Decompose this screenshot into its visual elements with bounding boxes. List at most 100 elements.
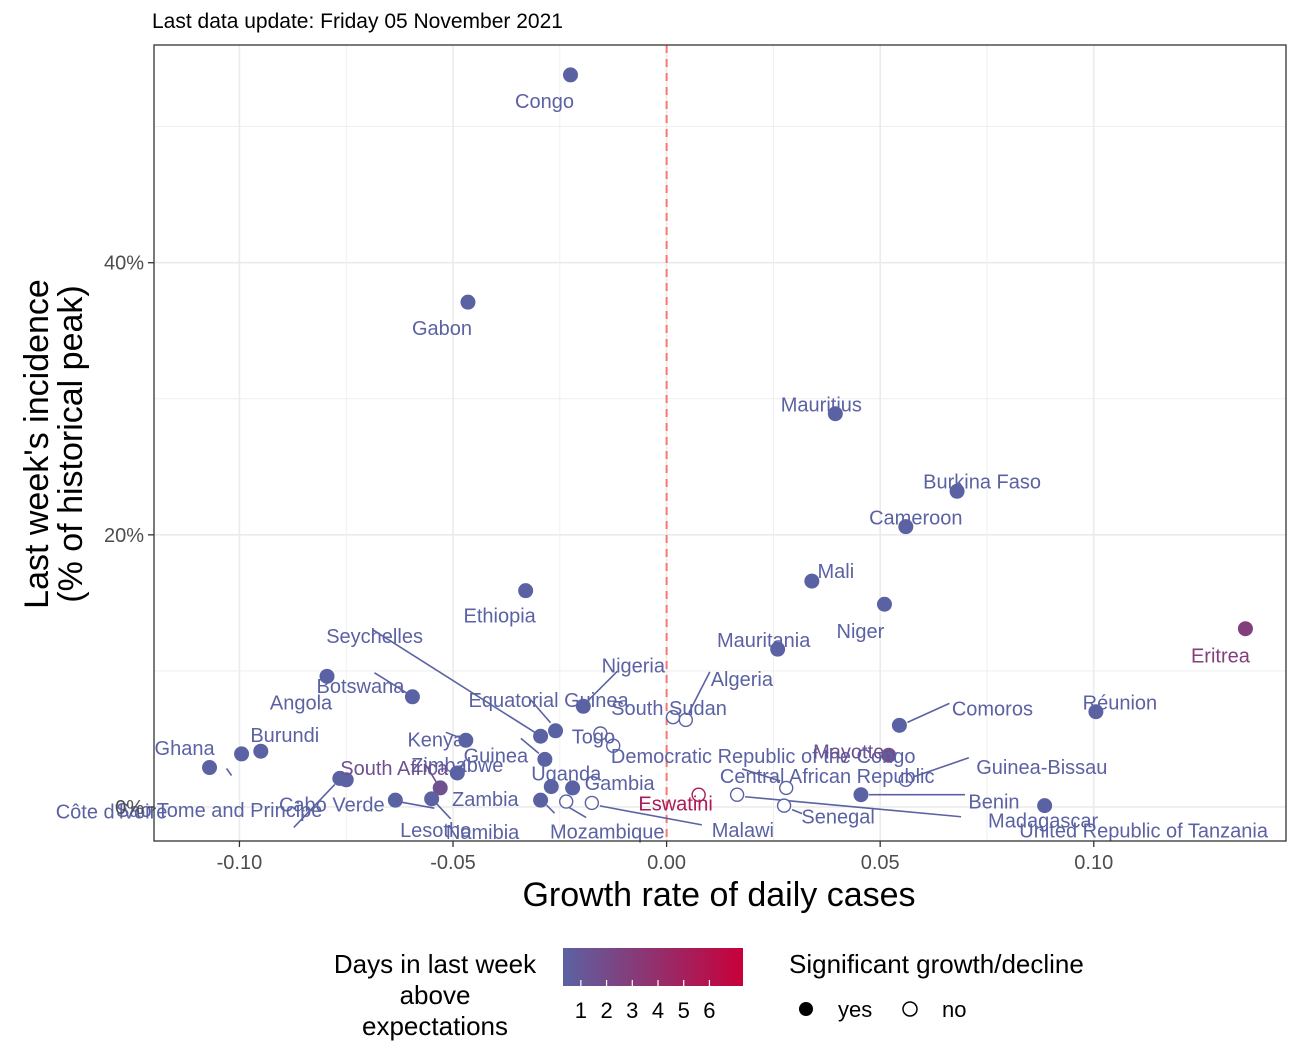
leader-c-te-d-ivoire [225,768,233,776]
label-leader-lines [225,629,970,828]
x-tick-label: 0.10 [1074,852,1113,874]
label-south-sudan: South Sudan [611,698,727,720]
point-uganda [543,779,559,795]
leader-seychelles [373,629,536,733]
color-legend-title-line3: expectations [362,1011,508,1041]
point-democratic-republic-of-the-congo [606,738,621,753]
leader-nigeria [586,670,618,702]
point-zambia [387,792,403,808]
point-lesotho [424,791,440,807]
point-botswana [404,689,420,705]
point-burundi [253,743,269,759]
legend-open-circle-icon [902,1001,918,1017]
label-mayotte: Mayotte [813,741,884,763]
label-mozambique: Mozambique [550,822,665,844]
x-axis-title: Growth rate of daily cases [522,876,915,914]
label-kenya: Kenya [407,729,465,751]
point-comoros [891,717,907,733]
point-guinea [537,751,553,767]
shape-legend-title: Significant growth/decline [789,949,1084,979]
plot-panel-border [153,44,1287,842]
label-uganda: Uganda [531,764,602,786]
leader-malawi [599,805,702,826]
point-madagascar [729,787,745,802]
point-kenya [458,732,474,748]
leader-comoros [907,702,950,724]
x-axis-ticks: -0.10 -0.05 0.00 0.05 0.10 [217,841,1113,874]
point-c-te-d-ivoire [202,760,218,776]
label-angola: Angola [270,692,333,714]
label-nigeria: Nigeria [602,655,666,677]
label-gambia: Gambia [585,773,656,795]
label-equatorial-guinea: Equatorial Guinea [468,690,629,712]
point-niger [876,596,892,612]
label-burkina-faso: Burkina Faso [923,471,1041,493]
color-legend-label: 3 [626,998,638,1023]
leader-cabo-verde [293,783,336,828]
label-namibia: Namibia [446,822,520,844]
label-cameroon: Cameroon [869,508,962,530]
point-burkina-faso [949,483,965,499]
data-points [202,67,1253,814]
label-mauritius: Mauritius [781,395,862,417]
point-equatorial-guinea [548,723,564,739]
x-tick-label: -0.05 [430,852,476,874]
label-lesotho: Lesotho [400,820,471,842]
point-zimbabwe [449,765,465,781]
leader-botswana [374,672,407,694]
legend-yes-label: yes [838,997,872,1022]
point-labels: Congo Gabon Mauritius Burkina Faso Cameroon M… [56,91,1269,844]
point-senegal [776,798,792,813]
label-botswana: Botswana [317,676,406,698]
point-ghana [234,746,250,762]
leader-zambia [401,801,435,809]
color-legend-label: 5 [678,998,690,1023]
point-congo [562,67,578,83]
label-central-african-republic: Central African Republic [720,766,935,788]
point-ethiopia [518,583,534,599]
label-madagascar: Madagascar [988,811,1098,833]
leader-guinea-bissau [913,757,970,778]
point-mauritania [770,641,786,657]
point-mali [804,573,820,589]
label-ghana: Ghana [155,738,216,760]
label-niger: Niger [837,621,885,643]
point-nigeria [575,698,591,714]
leader-lesotho [436,803,452,820]
leader-south-africa [424,763,437,783]
color-legend-label: 1 [575,998,587,1023]
point-central-african-republic [779,780,794,796]
label-united-republic-of-tanzania: United Republic of Tanzania [1019,821,1269,843]
point-mozambique [559,794,574,809]
leader-kenya [445,731,460,739]
label-seychelles: Seychelles [326,626,423,648]
leader-central-african-republic [741,768,781,782]
label-algeria: Algeria [711,669,774,691]
x-tick-label: 0.00 [647,852,686,874]
color-legend-title-line1: Days in last week [334,949,537,979]
legend-filled-circle-icon [799,1002,813,1016]
label-guinea-bissau: Guinea-Bissau [976,757,1107,779]
label-senegal: Senegal [801,807,874,829]
point-mayotte [881,747,897,763]
label-eritrea: Eritrea [1191,646,1251,668]
label-togo: Togo [572,727,615,749]
point-sao-tome-and-principe [338,772,354,788]
label-mali: Mali [818,561,855,583]
x-tick-label: 0.05 [861,852,900,874]
color-legend-title-line2: above [400,980,471,1010]
point-angola [319,668,335,684]
leader-equatorial-guinea [529,699,552,724]
x-tick-label: -0.10 [217,852,263,874]
legend-no-label: no [942,997,966,1022]
point-benin [853,787,869,803]
label-eswatini: Eswatini [638,794,712,816]
point-south-africa [432,780,448,796]
color-legend-label: 2 [600,998,612,1023]
point-algeria [678,712,694,728]
point-malawi [584,795,600,811]
leader-namibia [546,804,556,814]
